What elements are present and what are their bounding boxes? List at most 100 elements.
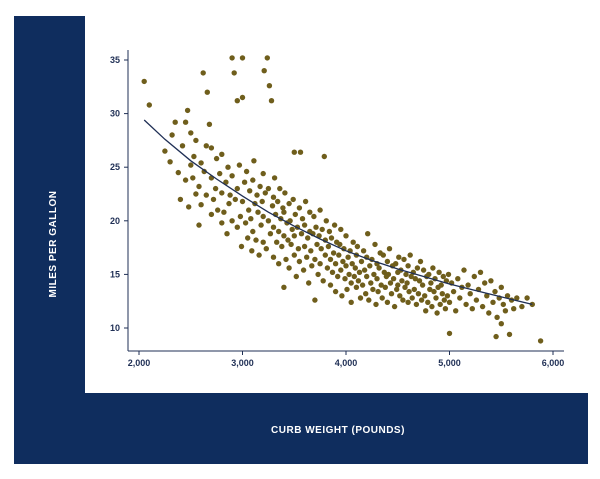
scatter-point [162, 148, 168, 154]
scatter-point [215, 207, 221, 213]
scatter-point [433, 295, 439, 301]
scatter-point [482, 280, 488, 286]
scatter-point [352, 265, 358, 271]
scatter-point [298, 231, 305, 237]
scatter-point [245, 235, 251, 241]
scatter-point [367, 263, 373, 269]
scatter-point [204, 89, 210, 95]
scatter-point [479, 303, 486, 310]
scatter-point [201, 168, 207, 175]
scatter-point [237, 213, 244, 220]
scatter-point [276, 228, 282, 235]
scatter-point [287, 218, 293, 224]
scatter-point [384, 258, 391, 265]
scatter-point [198, 160, 204, 166]
scatter-point [257, 183, 263, 190]
scatter-point [440, 273, 446, 280]
scatter-point [342, 276, 348, 282]
data-points [141, 55, 544, 344]
scatter-point [322, 252, 328, 258]
scatter-point [219, 190, 225, 196]
scatter-point [488, 278, 494, 284]
scatter-point [494, 314, 500, 320]
scatter-point [208, 145, 215, 151]
scatter-point [296, 205, 303, 211]
scatter-point [141, 78, 147, 85]
scatter-point [274, 239, 280, 245]
scatter-point [262, 190, 268, 196]
scatter-point [238, 243, 245, 250]
scatter-point [345, 254, 351, 260]
scatter-point [438, 282, 444, 288]
scatter-point [258, 222, 264, 228]
y-axis-ticks: 10 15 20 25 30 35 [110, 55, 128, 333]
scatter-point [276, 261, 282, 267]
scatter-point [498, 321, 504, 327]
scatter-point [270, 194, 277, 200]
y-tick-label: 20 [110, 216, 120, 226]
scatter-point [248, 216, 254, 222]
scatter-point [427, 286, 433, 293]
scatter-point [327, 282, 334, 288]
scatter-point [241, 179, 248, 185]
scatter-point [323, 218, 329, 224]
scatter-point [286, 265, 292, 271]
scatter-point [279, 243, 285, 250]
scatter-point [293, 273, 299, 280]
scatter-point [504, 293, 511, 299]
scatter-point [295, 246, 302, 252]
scatter-point [465, 282, 471, 288]
scatter-point [335, 273, 341, 280]
scatter-point [437, 301, 443, 308]
scatter-point [182, 177, 189, 183]
scatter-point [425, 299, 431, 305]
scatter-point [229, 173, 235, 179]
scatter-point [315, 271, 321, 278]
scatter-point [318, 246, 324, 252]
chart-frame: 10 15 20 25 30 35 2,000 3,000 4,000 5,000 6,000 M… [14, 16, 588, 464]
scatter-point [301, 243, 308, 250]
scatter-point [338, 226, 344, 233]
scatter-point [338, 267, 344, 273]
scatter-point [471, 273, 477, 280]
scatter-point [269, 203, 276, 209]
scatter-point [265, 218, 272, 224]
scatter-point [405, 263, 411, 269]
scatter-point [387, 280, 394, 286]
scatter-point [236, 162, 243, 168]
scatter-point [359, 282, 366, 288]
scatter-point [267, 231, 274, 237]
scatter-point [290, 196, 296, 203]
scatter-point [344, 286, 350, 293]
scatter-point [212, 185, 219, 192]
scatter-point [213, 155, 220, 162]
scatter-point [229, 218, 235, 224]
x-tick-label: 2,000 [128, 358, 151, 368]
scatter-point [167, 159, 173, 165]
scatter-point [277, 185, 283, 192]
scatter-point [259, 198, 265, 205]
x-tick-label: 5,000 [438, 358, 461, 368]
scatter-point [296, 258, 303, 265]
scatter-point [234, 224, 240, 230]
scatter-point [332, 261, 339, 267]
scatter-point [243, 168, 250, 175]
scatter-point [409, 295, 415, 301]
scatter-point [519, 303, 525, 310]
scatter-point [337, 241, 343, 248]
scatter-point [502, 308, 509, 314]
scatter-point [314, 241, 320, 248]
x-axis-ticks: 2,000 3,000 4,000 5,000 6,000 [128, 351, 564, 368]
y-tick-label: 30 [110, 109, 120, 119]
scatter-point [378, 282, 384, 288]
scatter-point [343, 263, 349, 269]
scatter-point [291, 233, 297, 239]
scatter-point [309, 263, 315, 269]
scatter-point [254, 192, 260, 198]
scatter-point [234, 98, 240, 104]
scatter-point [455, 276, 461, 282]
scatter-point [395, 282, 401, 288]
scatter-point [400, 297, 406, 303]
scatter-point [275, 198, 281, 205]
scatter-point [268, 98, 275, 104]
